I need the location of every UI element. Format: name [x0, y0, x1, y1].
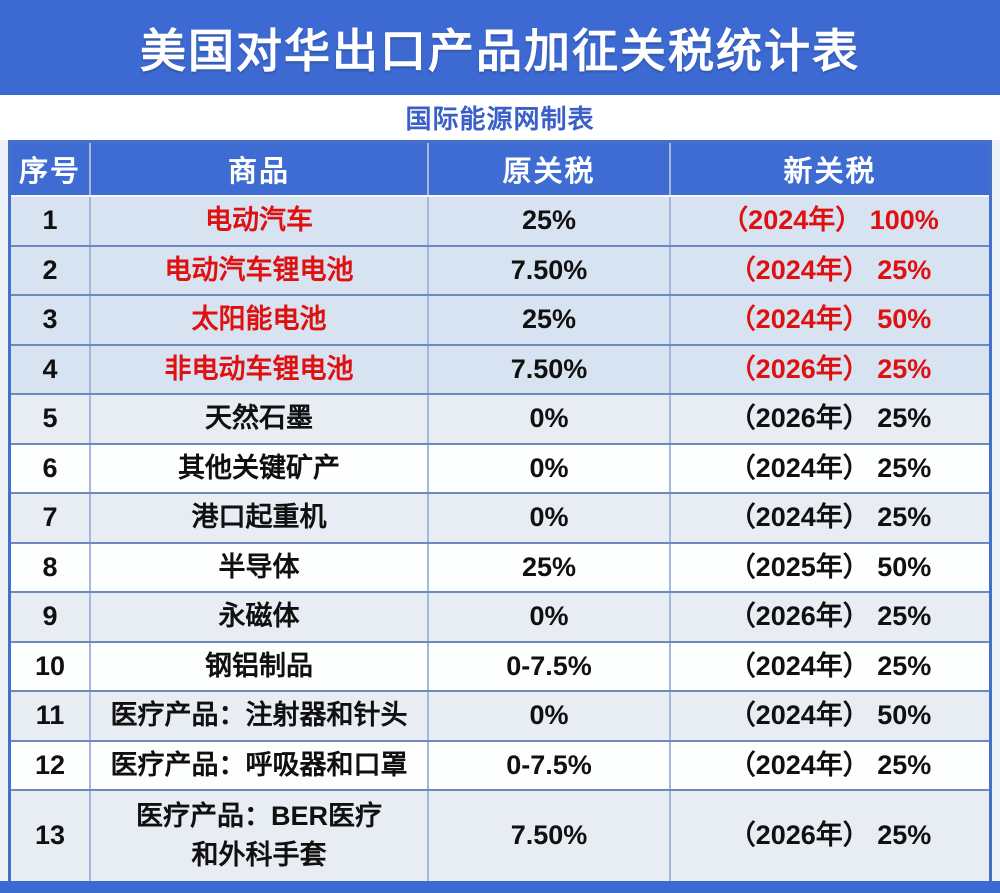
credit-strip: 国际能源网制表 [0, 95, 1000, 140]
old-tariff-cell: 25% [429, 197, 671, 245]
product-cell: 医疗产品：注射器和针头 [91, 692, 429, 740]
old-tariff-cell: 25% [429, 296, 671, 344]
new-tariff-cell: （2024年） 25% [728, 254, 932, 285]
row-number-cell: 4 [11, 345, 91, 393]
table-row: 6 其他关键矿产 0% （2024年） 25% [11, 442, 989, 492]
product-cell: 钢铝制品 [91, 642, 429, 690]
product-cell: 天然石墨 [91, 395, 429, 443]
product-cell: 永磁体 [91, 593, 429, 641]
old-tariff-cell: 0% [429, 692, 671, 740]
table-header-row: 序号 商品 原关税 新关税 [11, 143, 989, 195]
old-tariff-cell: 0-7.5% [429, 741, 671, 789]
row-number-cell: 10 [11, 642, 91, 690]
old-tariff-cell: 0-7.5% [429, 642, 671, 690]
table-row: 3 太阳能电池 25% （2024年） 50% [11, 294, 989, 344]
table-row: 13 医疗产品：BER医疗 和外科手套 7.50% （2026年） 25% [11, 789, 989, 881]
new-tariff-cell: （2024年） 50% [728, 700, 932, 731]
new-tariff-cell: （2024年） 25% [728, 650, 932, 681]
table-row: 5 天然石墨 0% （2026年） 25% [11, 393, 989, 443]
page-title: 美国对华出口产品加征关税统计表 [140, 24, 860, 77]
table-credit: 国际能源网制表 [405, 104, 595, 134]
title-banner: 美国对华出口产品加征关税统计表 [0, 0, 1000, 95]
new-tariff-cell: （2024年） 25% [728, 452, 932, 483]
table-row: 12 医疗产品：呼吸器和口罩 0-7.5% （2024年） 25% [11, 739, 989, 789]
row-number-cell: 7 [11, 494, 91, 542]
row-number-cell: 13 [11, 791, 91, 881]
new-tariff-cell: （2026年） 25% [728, 403, 932, 434]
product-cell: 电动汽车锂电池 [91, 246, 429, 294]
new-tariff-cell: （2026年） 25% [728, 820, 932, 851]
row-number-cell: 6 [11, 444, 91, 492]
column-header-old: 原关税 [429, 143, 671, 195]
old-tariff-cell: 0% [429, 395, 671, 443]
product-cell: 医疗产品：呼吸器和口罩 [91, 741, 429, 789]
table-row: 1 电动汽车 25% （2024年） 100% [11, 195, 989, 245]
table-row: 9 永磁体 0% （2026年） 25% [11, 591, 989, 641]
row-number-cell: 3 [11, 296, 91, 344]
product-cell: 太阳能电池 [91, 296, 429, 344]
new-tariff-cell: （2025年） 50% [728, 551, 932, 582]
row-number-cell: 5 [11, 395, 91, 443]
old-tariff-cell: 0% [429, 593, 671, 641]
table-body: 1 电动汽车 25% （2024年） 100% 2 电动汽车锂电池 7.50% … [11, 195, 989, 881]
column-header-new: 新关税 [783, 156, 877, 188]
product-cell: 港口起重机 [91, 494, 429, 542]
row-number-cell: 8 [11, 543, 91, 591]
old-tariff-cell: 7.50% [429, 791, 671, 881]
table-row: 10 钢铝制品 0-7.5% （2024年） 25% [11, 640, 989, 690]
row-number-cell: 1 [11, 197, 91, 245]
product-cell: 医疗产品：BER医疗 和外科手套 [91, 791, 429, 881]
new-tariff-cell: （2024年） 50% [728, 304, 932, 335]
old-tariff-cell: 7.50% [429, 246, 671, 294]
old-tariff-cell: 25% [429, 543, 671, 591]
new-tariff-cell: （2026年） 25% [728, 601, 932, 632]
product-cell: 其他关键矿产 [91, 444, 429, 492]
column-header-product: 商品 [91, 143, 429, 195]
row-number-cell: 2 [11, 246, 91, 294]
table-row: 4 非电动车锂电池 7.50% （2026年） 25% [11, 343, 989, 393]
new-tariff-cell: （2024年） 25% [728, 502, 932, 533]
old-tariff-cell: 0% [429, 494, 671, 542]
product-cell: 电动汽车 [91, 197, 429, 245]
old-tariff-cell: 7.50% [429, 345, 671, 393]
bottom-bar [0, 881, 1000, 893]
row-number-cell: 9 [11, 593, 91, 641]
new-tariff-cell: （2024年） 100% [721, 205, 939, 236]
new-tariff-cell: （2026年） 25% [728, 353, 932, 384]
table-row: 8 半导体 25% （2025年） 50% [11, 541, 989, 591]
old-tariff-cell: 0% [429, 444, 671, 492]
row-number-cell: 12 [11, 741, 91, 789]
product-cell: 非电动车锂电池 [91, 345, 429, 393]
table-row: 7 港口起重机 0% （2024年） 25% [11, 492, 989, 542]
row-number-cell: 11 [11, 692, 91, 740]
tariff-table: 序号 商品 原关税 新关税 1 电动汽车 25% （2024年） 100% 2 … [8, 140, 992, 881]
table-row: 11 医疗产品：注射器和针头 0% （2024年） 50% [11, 690, 989, 740]
new-tariff-cell: （2024年） 25% [728, 749, 932, 780]
table-row: 2 电动汽车锂电池 7.50% （2024年） 25% [11, 244, 989, 294]
product-cell: 半导体 [91, 543, 429, 591]
column-header-no: 序号 [11, 143, 91, 195]
